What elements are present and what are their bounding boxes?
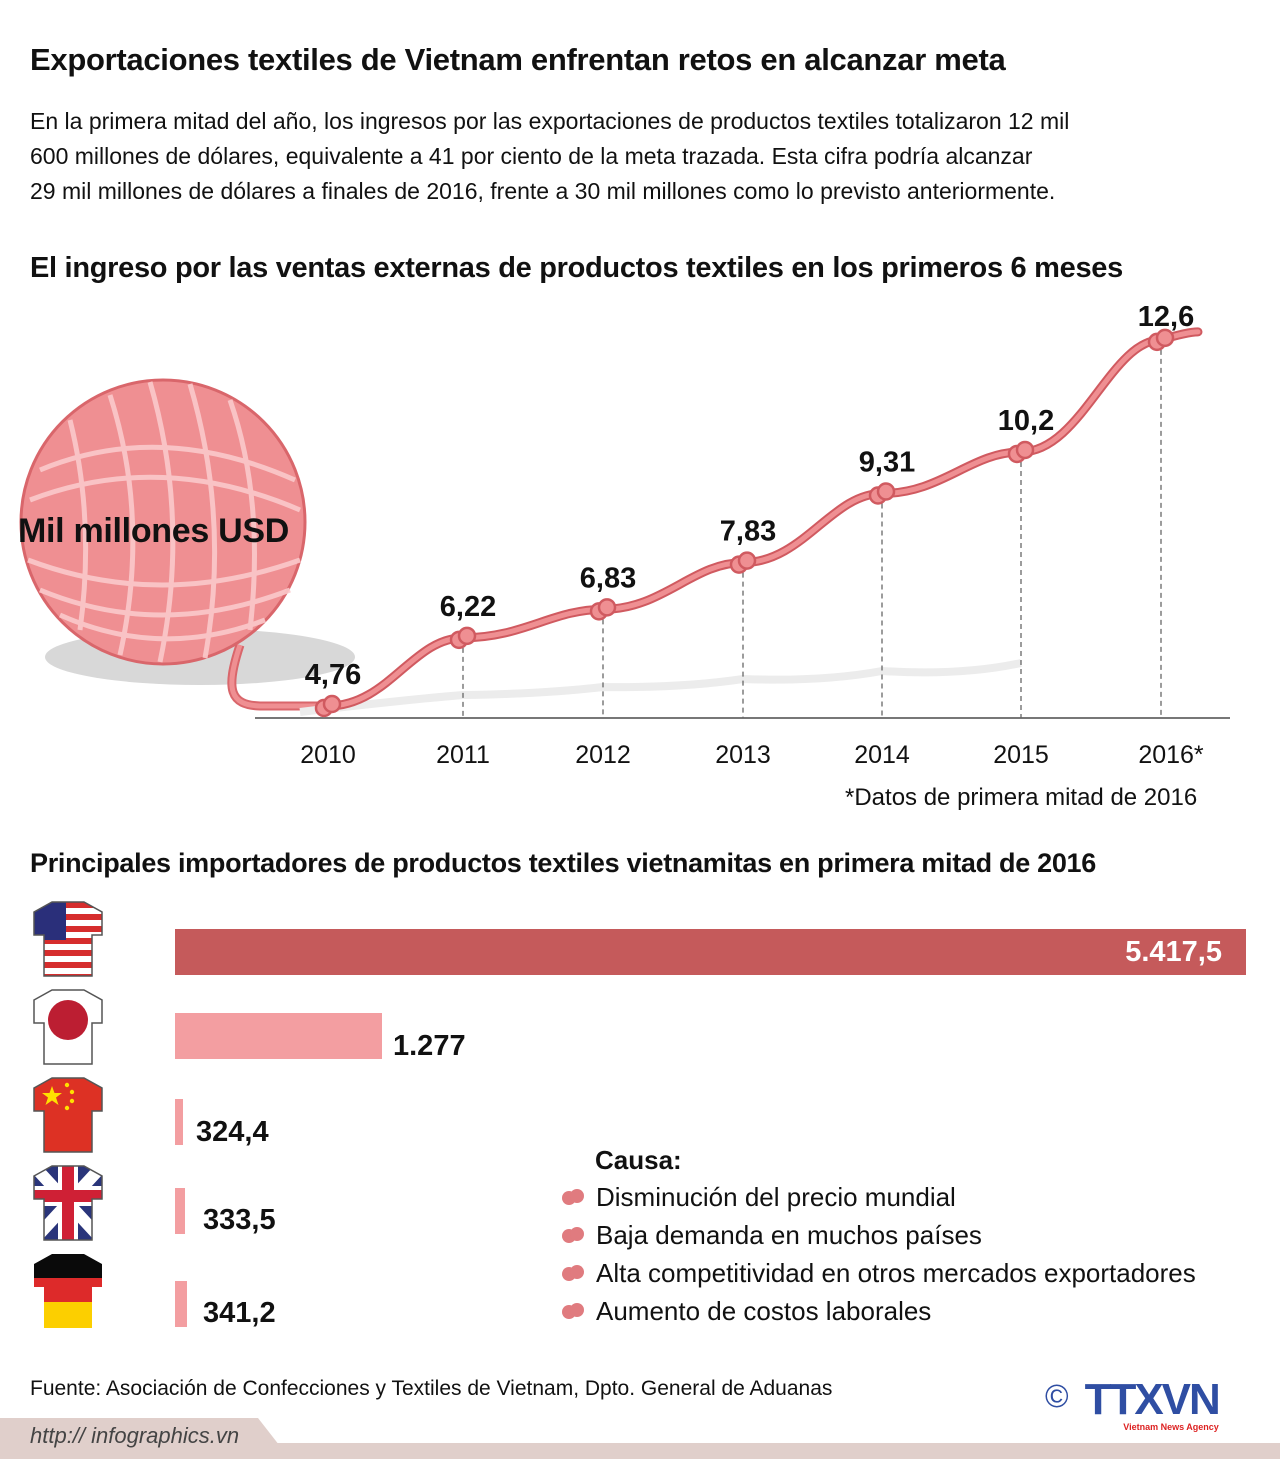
bar-label-japan: 1.277 (393, 1030, 466, 1062)
page-title: Exportaciones textiles de Vietnam enfren… (30, 42, 1006, 77)
cause-item: Aumento de costos laborales (560, 1292, 1196, 1330)
x-tick-label: 2012 (575, 741, 631, 769)
knot-bullet-icon (562, 1265, 584, 1281)
url-band (0, 1418, 290, 1459)
causes-heading: Causa: (595, 1145, 682, 1175)
ttxvn-logo: © TTXVN Vietnam News Agency (1045, 1375, 1221, 1433)
data-label: 9,31 (859, 447, 915, 479)
flag-uk-shirt-icon (33, 1165, 103, 1241)
x-tick-label: 2015 (993, 741, 1049, 769)
data-label: 10,2 (998, 405, 1054, 437)
x-tick-label: 2010 (300, 741, 356, 769)
data-point-knot (457, 626, 477, 646)
yarn-ball-icon (19, 378, 307, 666)
cause-item: Disminución del precio mundial (560, 1178, 1196, 1216)
data-point-knot (1015, 440, 1035, 460)
data-point-knot (322, 694, 342, 714)
x-tick-label: 2016* (1138, 741, 1204, 769)
x-tick-label: 2014 (854, 741, 910, 769)
source-text: Fuente: Asociación de Confecciones y Tex… (30, 1377, 833, 1400)
bar-label-usa: 5.417,5 (1125, 936, 1222, 968)
cause-text: Aumento de costos laborales (596, 1295, 932, 1326)
bar-label-china: 324,4 (196, 1116, 269, 1148)
x-tick-label: 2011 (436, 741, 490, 769)
intro-line: 600 millones de dólares, equivalente a 4… (30, 143, 1033, 169)
cause-item: Baja demanda en muchos países (560, 1216, 1196, 1254)
cause-item: Alta competitividad en otros mercados ex… (560, 1254, 1196, 1292)
cause-text: Alta competitividad en otros mercados ex… (596, 1257, 1196, 1288)
data-label: 6,22 (440, 591, 496, 623)
data-point-knot (597, 598, 617, 617)
line-chart: 4,76 2010 6,22 2011 6,83 2012 7,83 2013 9,31 2014… (19, 301, 1230, 769)
cause-text: Disminución del precio mundial (596, 1181, 956, 1212)
data-label: 6,83 (580, 562, 636, 594)
data-label: 7,83 (720, 516, 776, 548)
data-point-knot (876, 482, 896, 501)
bar-label-germany: 341,2 (203, 1297, 276, 1329)
bar-label-uk: 333,5 (203, 1204, 276, 1236)
logo-text: TTXVN (1084, 1375, 1221, 1424)
bar-china (175, 1099, 183, 1145)
bar-uk (175, 1188, 185, 1234)
data-label: 4,76 (305, 659, 361, 691)
knot-bullet-icon (562, 1303, 584, 1319)
bar-germany (175, 1281, 187, 1327)
knot-bullet-icon (562, 1227, 584, 1243)
flag-germany-shirt-icon (34, 1254, 102, 1328)
copyright-icon: © (1045, 1378, 1069, 1414)
causes-list: Causa: Disminución del precio mundial Ba… (560, 1145, 1196, 1330)
knot-bullet-icon (562, 1189, 584, 1205)
data-point-knot (737, 551, 757, 570)
bar-chart-title: Principales importadores de productos te… (30, 848, 1096, 878)
footer-band (0, 1443, 1280, 1459)
flag-china-shirt-icon (33, 1077, 103, 1153)
y-axis-label: Mil millones USD (18, 512, 290, 550)
chart-note: *Datos de primera mitad de 2016 (845, 784, 1198, 811)
x-tick-label: 2013 (715, 741, 771, 769)
logo-subtext: Vietnam News Agency (1123, 1422, 1219, 1432)
ghost-line (299, 659, 1022, 716)
flag-japan-shirt-icon (33, 989, 103, 1065)
intro-text: En la primera mitad del año, los ingreso… (30, 104, 1270, 209)
data-label: 12,6 (1138, 301, 1194, 333)
bar-japan (175, 1013, 382, 1059)
flag-usa-shirt-icon (33, 901, 103, 977)
intro-line: En la primera mitad del año, los ingreso… (30, 108, 1070, 134)
line-chart-title: El ingreso por las ventas externas de pr… (30, 252, 1123, 284)
bar-usa (175, 929, 1246, 975)
intro-line: 29 mil millones de dólares a finales de … (30, 178, 1056, 204)
data-point-knot (1155, 328, 1175, 348)
cause-text: Baja demanda en muchos países (596, 1219, 982, 1250)
url-link[interactable]: http:// infographics.vn (30, 1423, 240, 1448)
